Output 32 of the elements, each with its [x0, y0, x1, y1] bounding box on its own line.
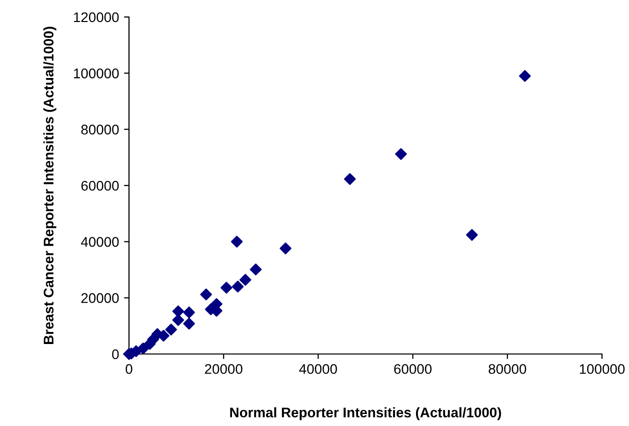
- x-tick-label: 20000: [204, 364, 242, 374]
- y-tick-label: 0: [112, 349, 119, 360]
- point: [230, 236, 243, 248]
- point: [183, 318, 195, 330]
- point: [183, 306, 195, 318]
- point: [165, 324, 177, 336]
- x-tick-label: 40000: [299, 364, 337, 374]
- y-tick-label: 40000: [80, 237, 119, 247]
- x-tick-label: 80000: [488, 364, 526, 374]
- point: [239, 274, 252, 286]
- point: [232, 280, 244, 292]
- x-tick-label: 60000: [394, 364, 432, 374]
- y-tick-label: 20000: [81, 293, 119, 304]
- point: [519, 70, 531, 82]
- point: [466, 229, 478, 241]
- point: [395, 148, 407, 160]
- x-tick-label: 0: [126, 364, 132, 374]
- point: [200, 288, 212, 300]
- point: [344, 173, 356, 185]
- x-axis-title: Normal Reporter Intensities (Actual/1000): [230, 407, 502, 420]
- y-tick-label: 100000: [74, 68, 119, 78]
- point: [280, 242, 292, 254]
- point: [172, 314, 184, 326]
- point: [250, 264, 262, 276]
- point: [172, 305, 184, 318]
- point: [137, 342, 150, 354]
- y-axis-title: Breast Cancer Reporter Intensities (Actual/1000): [43, 26, 56, 344]
- y-tick-label: 60000: [81, 180, 119, 191]
- x-tick-label: 100000: [580, 364, 625, 374]
- y-tick-label: 80000: [81, 124, 119, 135]
- y-tick-label: 120000: [74, 12, 119, 22]
- point: [220, 282, 232, 294]
